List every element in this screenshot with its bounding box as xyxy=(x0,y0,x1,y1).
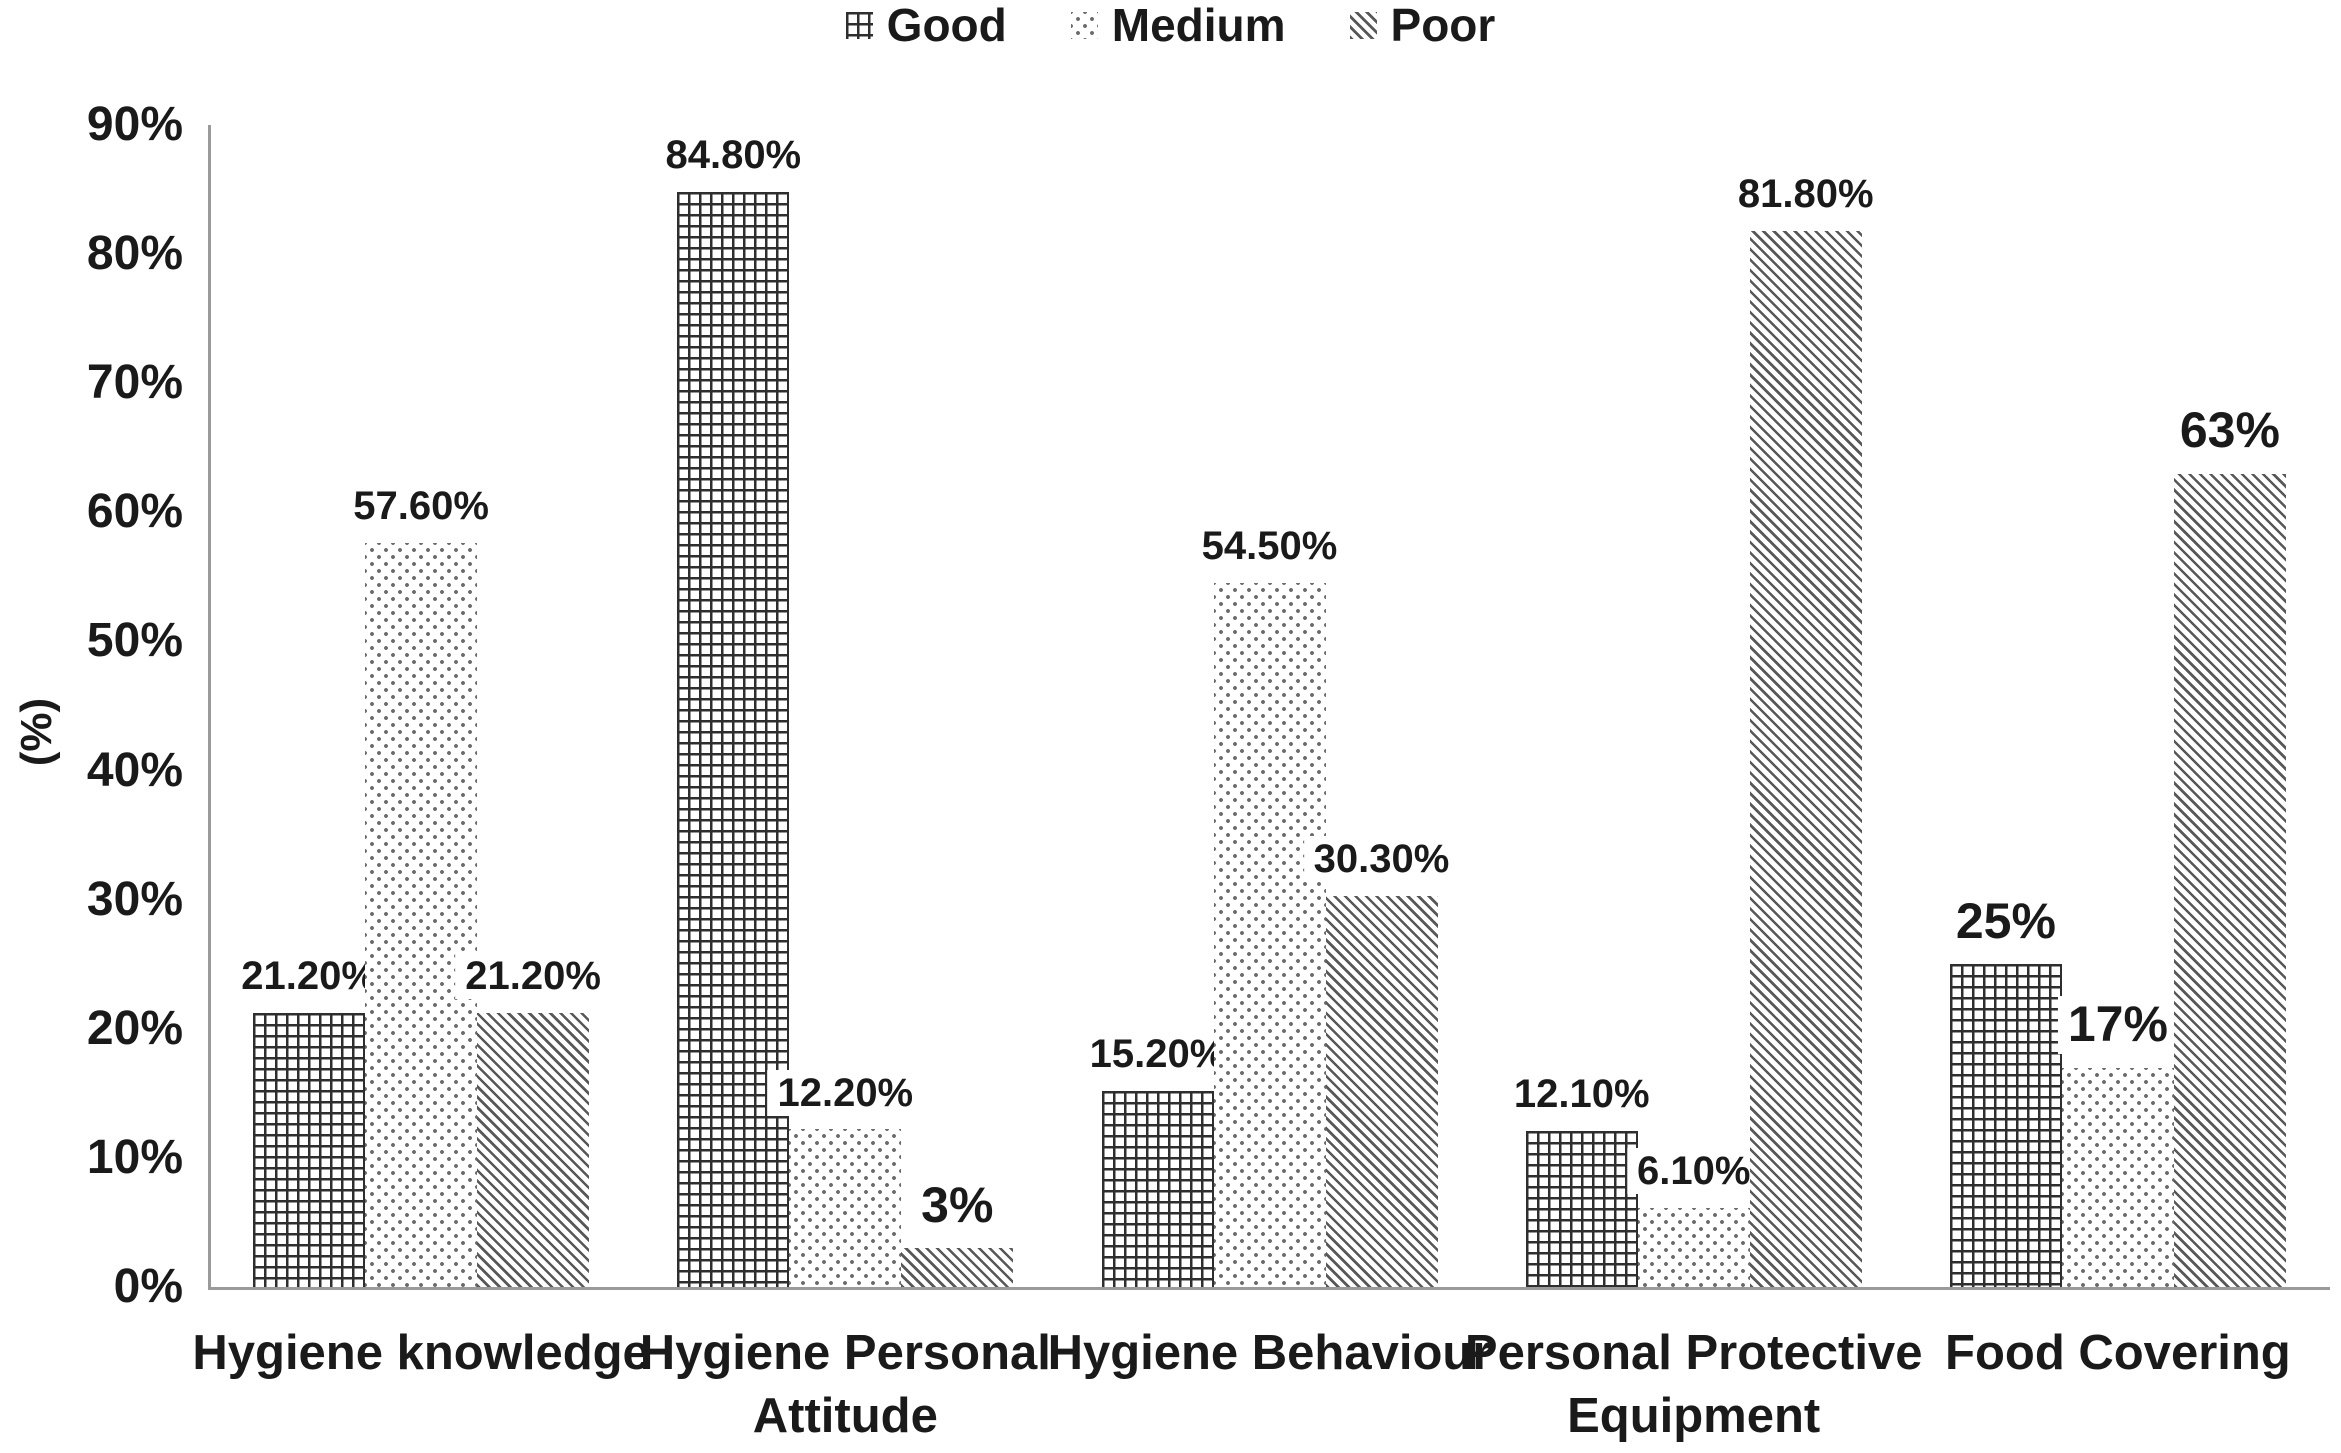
bar-poor-hygiene-behaviour xyxy=(1325,895,1438,1287)
data-label-good-hygiene-personal-attitude: 84.80% xyxy=(655,132,812,179)
data-label-poor-personal-protective-equipment: 81.80% xyxy=(1727,170,1884,217)
y-tick-label: 0% xyxy=(113,1260,183,1313)
y-tick-label: 80% xyxy=(86,227,183,281)
category-label-personal-protective-equipment: Personal Protective Equipment xyxy=(1464,1326,1923,1443)
y-tick-label: 30% xyxy=(86,872,183,926)
data-label-poor-hygiene-behaviour: 30.30% xyxy=(1303,835,1460,882)
y-tick-label: 40% xyxy=(86,743,183,797)
y-tick-label: 20% xyxy=(86,1001,183,1055)
category-label-food-covering: Food Covering xyxy=(1945,1326,2291,1380)
category-label-hygiene-behaviour: Hygiene Behaviour xyxy=(1047,1326,1492,1380)
bar-good-hygiene-personal-attitude xyxy=(677,192,790,1287)
data-label-medium-hygiene-personal-attitude: 12.20% xyxy=(767,1069,924,1116)
category-label-hygiene-knowledge: Hygiene knowledge xyxy=(192,1326,650,1380)
y-tick-label: 90% xyxy=(86,98,183,151)
bar-poor-hygiene-knowledge xyxy=(477,1013,590,1287)
data-label-medium-food-covering: 17% xyxy=(2057,996,2178,1054)
x-axis-baseline xyxy=(208,1287,2330,1290)
bar-medium-food-covering xyxy=(2061,1067,2174,1287)
bar-good-hygiene-behaviour xyxy=(1101,1090,1214,1287)
legend-item-medium: Medium xyxy=(1070,0,1286,51)
y-axis-line xyxy=(208,125,211,1289)
y-axis-title: (%) xyxy=(12,697,61,767)
bar-poor-hygiene-personal-attitude xyxy=(901,1248,1014,1287)
y-tick-label: 10% xyxy=(86,1130,183,1184)
data-label-medium-hygiene-behaviour: 54.50% xyxy=(1191,523,1348,570)
bar-medium-personal-protective-equipment xyxy=(1637,1208,1750,1287)
data-label-poor-food-covering: 63% xyxy=(2169,402,2290,460)
legend-label: Medium xyxy=(1111,0,1286,51)
data-label-poor-hygiene-personal-attitude: 3% xyxy=(911,1176,1004,1235)
bar-good-personal-protective-equipment xyxy=(1525,1130,1638,1287)
bar-medium-hygiene-knowledge xyxy=(365,543,478,1287)
bar-medium-hygiene-personal-attitude xyxy=(789,1129,902,1287)
bar-poor-personal-protective-equipment xyxy=(1749,230,1862,1287)
legend-item-good: Good xyxy=(845,0,1007,51)
dots-pattern-icon xyxy=(1070,11,1098,39)
data-label-poor-hygiene-knowledge: 21.20% xyxy=(455,953,611,1000)
y-tick-label: 60% xyxy=(86,485,183,539)
data-label-good-hygiene-behaviour: 15.20% xyxy=(1079,1030,1236,1077)
diagonal-pattern-icon xyxy=(1349,11,1377,39)
data-label-medium-hygiene-knowledge: 57.60% xyxy=(343,483,499,530)
chart-legend: Good Medium Poor xyxy=(0,2,2341,48)
bar-good-hygiene-knowledge xyxy=(253,1013,366,1287)
y-tick-label: 70% xyxy=(86,356,183,410)
category-label-hygiene-personal-attitude: Hygiene Personal Attitude xyxy=(639,1326,1051,1443)
legend-label: Good xyxy=(886,0,1007,51)
data-label-medium-personal-protective-equipment: 6.10% xyxy=(1626,1148,1761,1195)
bar-poor-food-covering xyxy=(2173,473,2286,1287)
data-label-good-hygiene-knowledge: 21.20% xyxy=(231,953,387,1000)
data-label-good-food-covering: 25% xyxy=(1945,892,2066,951)
y-tick-label: 50% xyxy=(86,614,183,668)
data-label-good-personal-protective-equipment: 12.10% xyxy=(1503,1070,1660,1117)
bar-good-food-covering xyxy=(1949,964,2062,1287)
legend-item-poor: Poor xyxy=(1349,0,1496,51)
bar-medium-hygiene-behaviour xyxy=(1213,583,1326,1287)
grid-pattern-icon xyxy=(845,11,873,39)
legend-label: Poor xyxy=(1390,0,1496,51)
